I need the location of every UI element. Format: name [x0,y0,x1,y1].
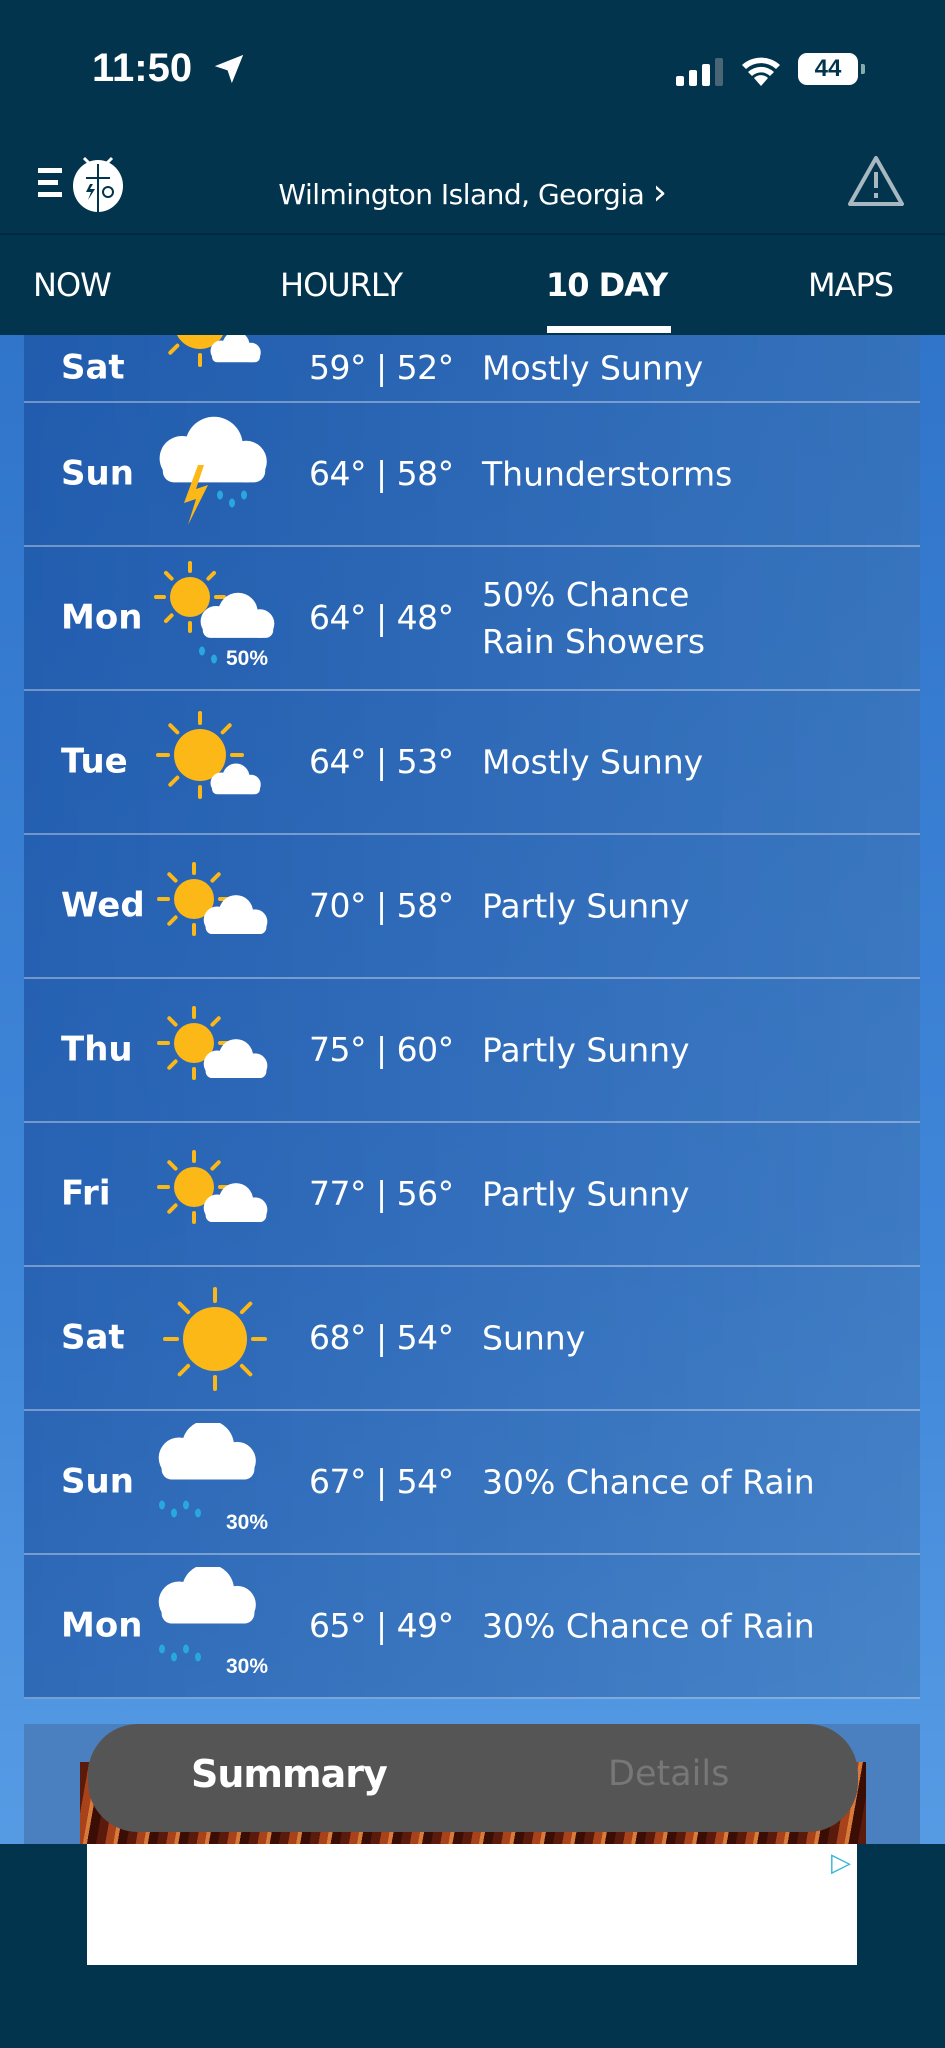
wifi-icon [742,57,780,86]
condition-text: Partly Sunny [482,886,690,926]
high-low-temps: 59° | 52° [309,348,454,388]
tab-maps[interactable]: MAPS [808,266,894,304]
location-arrow-icon [214,54,244,84]
high-low-temps: 65° | 49° [309,1606,454,1646]
details-button[interactable]: Details [608,1754,730,1794]
high-low-temps: 77° | 56° [309,1174,454,1214]
sunny-icon [163,1287,267,1391]
forecast-row[interactable]: Fri 77° | 56° Partly Sunny [24,1123,920,1267]
thunderstorm-icon [159,416,267,525]
forecast-row[interactable]: Sat 59° | 52° Mostly Sunny [24,335,920,403]
sun-cloud-rain-icon [154,561,275,664]
cellular-signal-icon [676,58,723,86]
day-label: Fri [61,1173,111,1214]
summary-button[interactable]: Summary [191,1752,388,1796]
forecast-row[interactable]: Mon 30% 65° | 49° 30% Chance of Rain [24,1555,920,1699]
location-name: Wilmington Island, Georgia [278,178,645,211]
high-low-temps: 70° | 58° [309,886,454,926]
high-low-temps: 64° | 48° [309,598,454,638]
condition-text: 30% Chance of Rain [482,1462,815,1502]
precip-chance: 50% [226,647,269,670]
high-low-temps: 67° | 54° [309,1462,454,1502]
warning-triangle-icon[interactable] [846,154,906,208]
condition-text: Sunny [482,1318,586,1358]
ad-banner[interactable]: ▷ [87,1844,857,1965]
forecast-row[interactable]: Sun 30% 67° | 54° 30% Chance of Rain [24,1411,920,1555]
day-label: Mon [61,597,143,638]
forecast-list[interactable]: Sat 59° | 52° Mostly Sunny Sun 64° | 58° … [24,335,920,1699]
day-label: Sat [61,347,125,388]
precip-chance: 30% [226,1655,269,1678]
chevron-right-icon: › [652,172,667,213]
condition-text: Partly Sunny [482,1030,690,1070]
condition-text: Partly Sunny [482,1174,690,1214]
day-label: Thu [61,1029,133,1070]
mostly-sunny-icon [168,335,261,367]
bottom-bar: ▷ [0,1844,945,2048]
condition-text: Thunderstorms [482,454,733,494]
partly-sunny-icon [157,1006,268,1080]
day-label: Tue [61,741,128,782]
condition-text: Mostly Sunny [482,348,704,388]
app-header: 11:50 44 Wilmington Island, Georgia › NO… [0,0,945,335]
forecast-row[interactable]: Tue 64° | 53° Mostly Sunny [24,691,920,835]
forecast-row[interactable]: Thu 75° | 60° Partly Sunny [24,979,920,1123]
forecast-row[interactable]: Mon 50% 64° | 48° 50% Chance Rain Shower… [24,547,920,691]
day-label: Sun [61,1461,134,1502]
forecast-row[interactable]: Wed 70° | 58° Partly Sunny [24,835,920,979]
tab-now[interactable]: NOW [33,266,112,304]
condition-text: 50% Chance Rain Showers [482,575,706,661]
status-time: 11:50 [92,46,193,90]
battery-indicator: 44 [798,53,865,85]
active-tab-indicator [547,326,671,333]
adchoices-icon[interactable]: ▷ [831,1848,851,1878]
day-label: Sat [61,1317,125,1358]
tab-hourly[interactable]: HOURLY [280,266,403,304]
high-low-temps: 64° | 53° [309,742,454,782]
high-low-temps: 68° | 54° [309,1318,454,1358]
summary-details-toggle: Summary Details [88,1724,858,1832]
partly-sunny-icon [157,862,268,936]
day-label: Wed [61,885,145,926]
high-low-temps: 64° | 58° [309,454,454,494]
header-divider [0,233,945,235]
location-selector[interactable]: Wilmington Island, Georgia › [0,172,945,213]
partly-sunny-icon [157,1150,268,1224]
mostly-sunny-icon [156,711,261,799]
rain-icon [158,1567,256,1662]
rain-icon [158,1423,256,1518]
tab-10-day[interactable]: 10 DAY [546,266,668,304]
precip-chance: 30% [226,1511,269,1534]
day-label: Sun [61,453,134,494]
condition-text: 30% Chance of Rain [482,1606,815,1646]
menu-logo-icon[interactable] [36,152,128,212]
condition-text: Mostly Sunny [482,742,704,782]
day-label: Mon [61,1605,143,1646]
forecast-row[interactable]: Sun 64° | 58° Thunderstorms [24,403,920,547]
high-low-temps: 75° | 60° [309,1030,454,1070]
forecast-row[interactable]: Sat 68° | 54° Sunny [24,1267,920,1411]
